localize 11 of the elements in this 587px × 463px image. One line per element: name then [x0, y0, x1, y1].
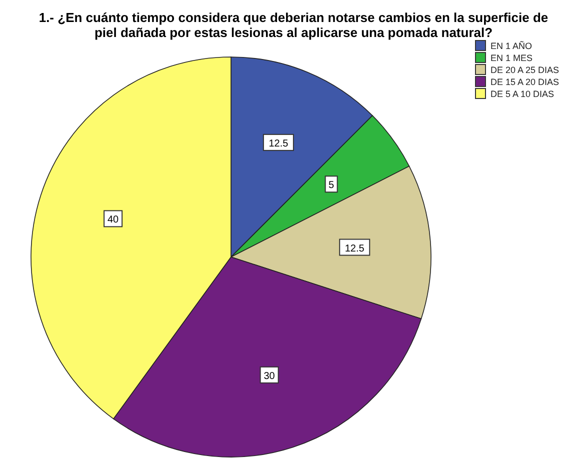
data-label: 12.5 — [268, 138, 289, 150]
legend-label: DE 20 A 25 DIAS — [490, 64, 559, 74]
data-label: 5 — [328, 180, 335, 192]
data-label: 40 — [108, 214, 120, 226]
legend-label: DE 15 A 20 DIAS — [490, 76, 559, 86]
data-label: 30 — [264, 370, 276, 382]
legend-label: EN 1 MES — [490, 52, 532, 62]
data-label: 12.5 — [344, 243, 365, 254]
legend-label: DE 5 A 10 DIAS — [490, 88, 554, 98]
legend-label: EN 1 AÑO — [490, 40, 532, 50]
chart-title: 1.- ¿En cuánto tiempo considera que deberian notarse cambios en la superficie de piel dañada por estas lesionas al aplicarse una pomada natural? — [38, 9, 550, 40]
